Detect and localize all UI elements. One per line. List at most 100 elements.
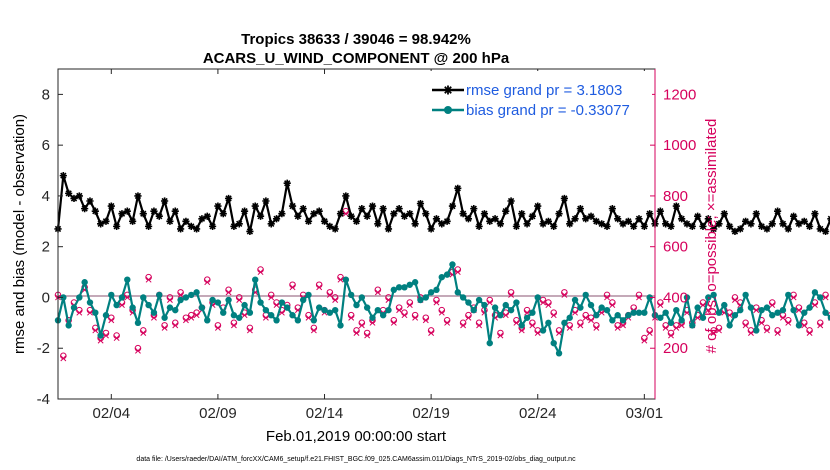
bias-point: [401, 284, 408, 291]
rmse-point: [395, 205, 403, 213]
chart-title-line1: Tropics 38633 / 39046 = 98.942%: [241, 31, 471, 48]
obs-assimilated-point: [545, 302, 552, 309]
rmse-point: [59, 172, 67, 180]
rmse-point: [176, 225, 185, 233]
rmse-point: [432, 215, 441, 223]
x-tick-label: 02/14: [306, 405, 344, 422]
bias-point: [278, 299, 286, 306]
rmse-point: [240, 207, 249, 215]
obs-assimilated-point: [135, 347, 141, 354]
rmse-point: [475, 222, 483, 230]
bias-point: [60, 294, 67, 301]
obs-assimilated-point: [614, 324, 621, 331]
bias-point: [252, 276, 259, 283]
bias-point: [182, 294, 190, 301]
obs-assimilated-point: [513, 319, 520, 326]
rmse-point: [582, 215, 590, 223]
bias-point: [603, 306, 611, 314]
rmse-point: [251, 202, 259, 210]
bias-point: [145, 301, 152, 309]
rmse-point: [715, 220, 723, 228]
obs-assimilated-point: [310, 327, 317, 334]
obs-assimilated-point: [161, 324, 168, 331]
bias-point: [422, 294, 429, 301]
bias-series: [54, 261, 830, 357]
bias-point: [443, 271, 451, 278]
bias-point: [369, 314, 376, 321]
bias-point: [481, 301, 488, 309]
obs-assimilated-point: [769, 302, 776, 309]
obs-assimilated-point: [588, 317, 594, 324]
bias-point: [230, 312, 238, 319]
bias-point: [299, 296, 307, 304]
rmse-point: [75, 192, 83, 200]
obs-assimilated-point: [172, 322, 179, 329]
rmse-point: [198, 215, 206, 223]
bias-point: [785, 291, 792, 299]
obs-assimilated-point: [556, 330, 563, 336]
bias-point: [246, 309, 254, 316]
x-axis: 02/04 02/09 02/14 02/19 02/24 03/01: [93, 69, 663, 422]
obs-assimilated-point: [353, 330, 360, 336]
bias-point: [220, 309, 227, 316]
obs-assimilated-point: [103, 332, 109, 339]
rmse-point: [352, 217, 361, 225]
rmse-point: [368, 202, 377, 210]
rmse-point: [544, 217, 552, 225]
bias-point: [166, 304, 174, 311]
obs-assimilated-point: [182, 317, 189, 324]
bias-point: [699, 314, 707, 321]
obs-assimilated-point: [785, 319, 792, 326]
bias-point: [827, 314, 830, 321]
bias-point: [326, 309, 334, 316]
rmse-point: [662, 220, 670, 228]
y-tick-right-label: 1200: [663, 86, 696, 103]
obs-assimilated-point: [412, 314, 419, 321]
bias-point: [379, 312, 387, 319]
bias-point: [795, 322, 803, 329]
rmse-point: [502, 207, 510, 215]
bias-point: [108, 291, 115, 299]
bias-point: [582, 291, 589, 299]
y-axis-left: -4 -2 0 2 4 6 8: [37, 86, 63, 408]
obs-assimilated-point: [747, 330, 754, 336]
bias-point: [454, 289, 461, 296]
bias-point: [262, 306, 270, 314]
rmse-point: [406, 210, 414, 218]
rmse-point: [331, 225, 339, 233]
bias-point: [571, 296, 579, 304]
bias-point: [353, 301, 360, 309]
rmse-point: [571, 215, 579, 223]
bias-point: [491, 304, 499, 311]
bias-point: [284, 304, 291, 311]
rmse-point: [624, 217, 632, 225]
rmse-point: [336, 210, 345, 218]
bias-point: [486, 339, 493, 347]
obs-assimilated-point: [454, 269, 461, 276]
bias-point: [779, 306, 787, 314]
bias-point: [161, 314, 168, 321]
bias-point: [641, 309, 648, 316]
rmse-point: [187, 222, 195, 230]
obs-assimilated-point: [705, 307, 712, 314]
bias-point: [619, 317, 627, 324]
rmse-point: [688, 222, 696, 230]
rmse-point: [800, 217, 808, 225]
bias-point: [721, 301, 728, 309]
obs-assimilated-point: [561, 291, 568, 298]
bias-point: [614, 312, 621, 319]
obs-assimilated-point: [593, 324, 600, 331]
obs-assimilated-point: [716, 327, 722, 334]
rmse-point: [608, 205, 616, 213]
obs-assimilated-point: [369, 319, 376, 326]
bias-point: [587, 301, 595, 309]
obs-assimilated-point: [817, 322, 824, 329]
rmse-point: [763, 225, 771, 233]
rmse-point: [694, 212, 702, 220]
bias-point: [406, 281, 414, 288]
obs-assimilated-point: [577, 322, 584, 329]
bias-point: [65, 322, 72, 329]
rmse-point: [113, 222, 121, 230]
rmse-point: [592, 217, 600, 225]
rmse-point: [400, 212, 409, 220]
